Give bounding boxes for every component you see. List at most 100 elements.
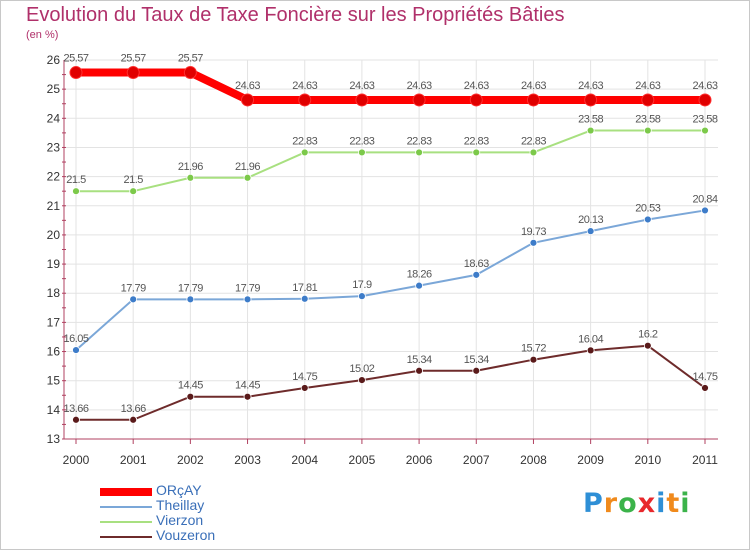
data-point — [69, 66, 83, 80]
data-point — [641, 93, 655, 107]
data-label: 23.58 — [578, 114, 603, 126]
logo-letter: x — [637, 488, 657, 519]
data-label: 17.79 — [178, 282, 203, 294]
data-label: 25.57 — [63, 53, 88, 65]
data-label: 20.84 — [692, 193, 717, 205]
legend-swatch — [100, 521, 152, 523]
data-point — [358, 148, 366, 157]
data-point — [586, 346, 595, 355]
data-label: 15.02 — [349, 363, 374, 375]
data-label: 21.5 — [123, 174, 143, 186]
x-tick-label: 2000 — [63, 453, 90, 467]
data-label: 22.83 — [521, 135, 546, 147]
data-label: 14.75 — [292, 371, 317, 383]
data-label: 14.45 — [235, 380, 260, 392]
data-label: 13.66 — [121, 403, 146, 415]
data-label: 16.2 — [638, 329, 658, 341]
data-point — [415, 148, 423, 157]
data-point — [243, 295, 252, 304]
data-point — [529, 355, 538, 364]
data-label: 18.63 — [464, 258, 489, 270]
y-tick-label: 24 — [47, 111, 61, 125]
y-tick-label: 23 — [47, 140, 61, 154]
logo-letter: o — [618, 488, 638, 519]
logo-letter: P — [583, 488, 604, 519]
data-point — [529, 238, 538, 247]
data-label: 23.58 — [635, 114, 660, 126]
data-label: 24.63 — [464, 80, 489, 92]
data-label: 22.83 — [464, 135, 489, 147]
data-label: 25.57 — [121, 53, 146, 65]
legend-label: Theillay — [156, 497, 205, 513]
x-tick-label: 2009 — [577, 453, 604, 467]
y-tick-label: 26 — [47, 53, 61, 67]
logo-letter: i — [656, 488, 667, 519]
y-tick-label: 13 — [47, 432, 61, 446]
y-tick-label: 22 — [47, 170, 61, 184]
y-tick-label: 14 — [47, 403, 61, 417]
logo-letter: t — [666, 488, 681, 519]
data-point — [300, 384, 309, 392]
data-point — [415, 366, 423, 375]
data-point — [643, 341, 652, 350]
data-point — [129, 295, 138, 304]
data-label: 24.63 — [235, 80, 260, 92]
data-point — [584, 93, 598, 107]
series-line-0 — [76, 68, 705, 104]
y-tick-label: 25 — [47, 82, 61, 96]
legend-swatch — [100, 536, 152, 538]
data-point — [358, 292, 366, 301]
y-tick-label: 16 — [47, 345, 61, 359]
data-point — [129, 415, 138, 424]
data-point — [243, 392, 252, 401]
data-label: 22.83 — [407, 135, 432, 147]
chart-subtitle: (en %) — [26, 29, 59, 41]
data-label: 16.04 — [578, 333, 603, 345]
y-tick-label: 20 — [47, 228, 61, 242]
data-label: 15.72 — [521, 343, 546, 355]
data-point — [72, 187, 80, 196]
legend-label: Vierzon — [156, 512, 204, 528]
data-label: 17.81 — [292, 282, 317, 294]
data-label: 22.83 — [292, 135, 317, 147]
data-point — [643, 126, 652, 135]
data-point — [469, 93, 483, 107]
data-point — [472, 148, 481, 157]
y-tick-label: 17 — [47, 315, 61, 329]
data-point — [529, 148, 538, 157]
x-tick-label: 2006 — [406, 453, 433, 467]
chart-legend: ORçAY Theillay Vierzon Vouzeron — [100, 482, 300, 544]
series-line-1 — [75, 209, 706, 351]
y-tick-label: 18 — [47, 286, 61, 300]
data-point — [126, 66, 140, 80]
data-point — [186, 392, 195, 401]
data-label: 24.63 — [578, 80, 603, 92]
data-point — [183, 66, 197, 80]
data-label: 24.63 — [407, 80, 432, 92]
data-point — [526, 93, 540, 107]
x-tick-label: 2008 — [520, 453, 547, 467]
data-point — [355, 93, 369, 107]
data-label: 17.79 — [121, 282, 146, 294]
data-label: 24.63 — [349, 80, 374, 92]
y-tick-label: 19 — [47, 257, 61, 271]
data-point — [300, 294, 309, 303]
legend-swatch — [100, 488, 152, 496]
data-label: 24.63 — [635, 80, 660, 92]
data-label: 25.57 — [178, 53, 203, 65]
x-tick-label: 2007 — [463, 453, 490, 467]
data-label: 19.73 — [521, 226, 546, 238]
data-label: 22.83 — [349, 135, 374, 147]
data-label: 14.75 — [692, 371, 717, 383]
x-tick-label: 2005 — [349, 453, 376, 467]
data-label: 20.53 — [635, 202, 660, 214]
data-label: 21.5 — [66, 174, 86, 186]
data-point — [472, 270, 481, 279]
x-tick-label: 2004 — [291, 453, 318, 467]
data-point — [129, 187, 138, 196]
data-point — [415, 281, 423, 290]
x-tick-label: 2003 — [234, 453, 261, 467]
x-tick-label: 2002 — [177, 453, 204, 467]
legend-label: ORçAY — [156, 482, 202, 498]
